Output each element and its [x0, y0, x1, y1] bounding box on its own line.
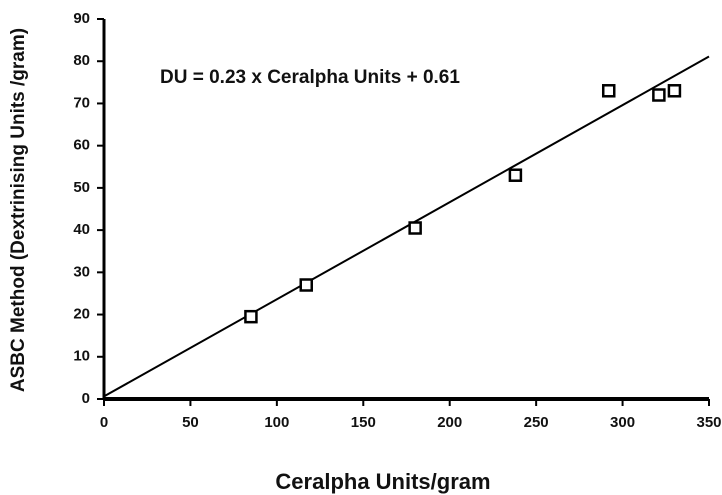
y-tick-label: 40 [73, 221, 90, 238]
trend-line [103, 55, 710, 398]
y-tick-label: 0 [82, 390, 90, 407]
annotation: DU = 0.23 x Ceralpha Units + 0.61 [160, 67, 460, 88]
x-tick-label: 0 [100, 414, 108, 431]
x-tick-label: 200 [437, 414, 462, 431]
x-tick-label: 350 [696, 414, 721, 431]
x-tick-label: 300 [610, 414, 635, 431]
y-axis-label: ASBC Method (Dextrinising Units /gram) [8, 28, 29, 392]
point [408, 221, 422, 235]
y-tick-label: 90 [73, 10, 90, 27]
x-tick-label: 100 [264, 414, 289, 431]
y-tick-label: 60 [73, 137, 90, 154]
point [299, 278, 313, 292]
y-tick-label: 70 [73, 94, 90, 111]
y-tick-label: 30 [73, 263, 90, 280]
y-tick-label: 80 [73, 52, 90, 69]
y-tick-label: 20 [73, 306, 90, 323]
point [667, 84, 682, 98]
point [601, 84, 616, 98]
x-tick-label: 250 [524, 414, 549, 431]
x-tick-label: 150 [351, 414, 376, 431]
y-tick-label: 10 [73, 348, 90, 365]
x-tick-label: 50 [182, 414, 199, 431]
point [652, 88, 666, 102]
point [508, 168, 523, 182]
x-axis-label: Ceralpha Units/gram [275, 469, 490, 494]
point [244, 309, 258, 324]
y-tick-label: 50 [73, 179, 90, 196]
